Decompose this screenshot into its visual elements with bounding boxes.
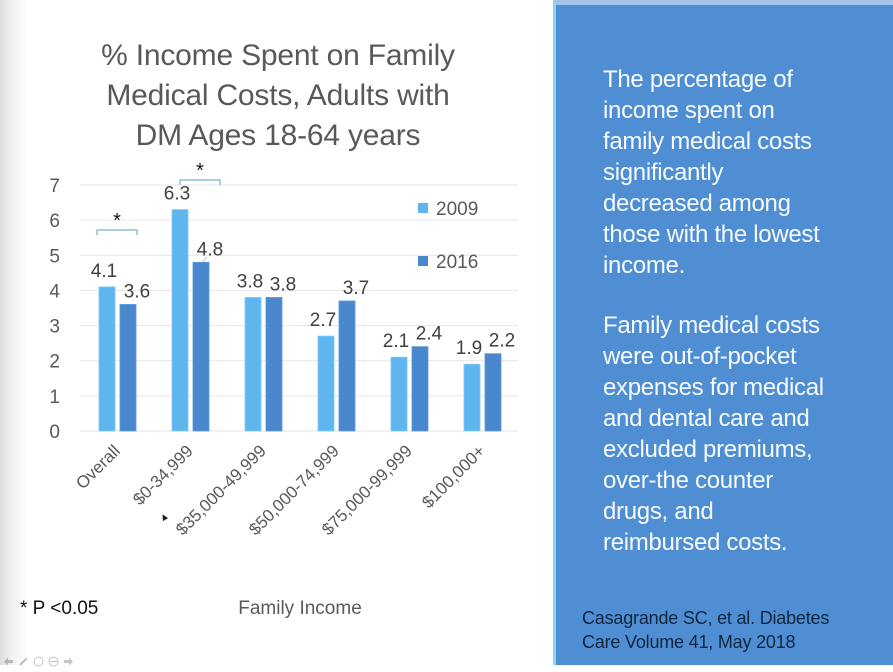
menu-icon[interactable] [48, 654, 59, 666]
summary-line: reimbursed costs. [603, 529, 788, 556]
legend-label: 2009 [436, 199, 478, 220]
y-tick-label: 2 [49, 352, 60, 373]
y-tick-label: 1 [49, 387, 60, 408]
summary-paragraph-2: Family medical costs were out-of-pocket … [603, 310, 888, 558]
summary-line: decreased among [603, 190, 791, 217]
data-label: 4.8 [197, 239, 223, 260]
data-label: 2.7 [310, 310, 336, 331]
summary-line: drugs, and [603, 498, 714, 525]
data-label: 4.1 [91, 261, 117, 282]
y-tick-label: 3 [49, 317, 60, 338]
data-label: 2.4 [416, 324, 443, 345]
label-leader-line [202, 256, 208, 263]
bar-2009-5 [463, 363, 481, 432]
y-tick-label: 6 [49, 211, 60, 232]
summary-line: those with the lowest [603, 221, 820, 248]
citation: Casagrande SC, et al. Diabetes Care Volu… [582, 606, 829, 654]
significance-bracket [179, 179, 221, 185]
data-label: 3.6 [124, 281, 150, 302]
arrow-right-icon[interactable] [63, 654, 74, 665]
summary-paragraph-1: The percentage of income spent on family… [603, 64, 888, 281]
chart-title-line: DM Ages 18-64 years [135, 119, 421, 152]
bar-2016-5 [484, 353, 502, 432]
bar-2016-0 [119, 304, 137, 432]
pen-icon[interactable] [18, 654, 29, 666]
data-label: 6.3 [164, 184, 190, 205]
legend-swatch-2016 [418, 256, 428, 266]
bar-2016-2 [265, 297, 283, 432]
data-label: 1.9 [456, 338, 482, 359]
slide-edge-shadow [0, 0, 28, 665]
data-label: 3.8 [270, 274, 296, 295]
bar-2009-0 [98, 286, 116, 432]
significance-star: * [196, 160, 204, 182]
chart-title: % Income Spent on Family Medical Costs, … [38, 36, 518, 156]
bar-2016-1 [192, 261, 210, 432]
chart-title-line: % Income Spent on Family [101, 39, 455, 72]
y-tick-label: 7 [49, 176, 60, 197]
significance-star: * [113, 210, 121, 232]
y-tick-label: 5 [49, 246, 60, 267]
citation-line: Casagrande SC, et al. Diabetes [582, 608, 830, 628]
slideshow-toolbar [3, 653, 74, 666]
citation-line: Care Volume 41, May 2018 [582, 632, 796, 652]
panel-top-strip [556, 0, 893, 5]
summary-line: over-the counter [603, 467, 773, 494]
bar-2009-2 [244, 297, 262, 432]
legend-label: 2016 [436, 252, 478, 273]
summary-line: Family medical costs [603, 312, 820, 339]
x-tick-label: $0-34,999 [129, 441, 197, 509]
data-label: 2.1 [383, 331, 409, 352]
arrow-left-icon[interactable] [3, 654, 14, 665]
data-label: 2.2 [489, 331, 515, 352]
y-tick-label: 0 [49, 422, 60, 443]
chart-title-line: Medical Costs, Adults with [106, 79, 450, 112]
data-label: 3.7 [343, 278, 369, 299]
bar-chart: 0 1 2 3 4 5 6 7 4.1 6.3 3.8 2.7 2.1 1.9 3.6 4.8 3.8 3.7 2.… [49, 160, 518, 539]
bar-2009-3 [317, 335, 335, 432]
bar-2009-1 [171, 209, 189, 432]
y-tick-label: 4 [49, 281, 60, 302]
summary-line: The percentage of [603, 66, 793, 93]
summary-line: excluded premiums, [603, 436, 813, 463]
x-tick-label: Overall [72, 441, 124, 493]
summary-line: income spent on [603, 97, 775, 124]
zoom-icon[interactable] [33, 654, 44, 666]
summary-line: and dental care and [603, 405, 810, 432]
legend-swatch-2009 [418, 203, 428, 213]
x-axis-title: Family Income [238, 598, 362, 619]
summary-line: expenses for medical [603, 374, 824, 401]
summary-line: were out-of-pocket [603, 343, 797, 370]
summary-line: income. [603, 252, 685, 279]
summary-line: significantly [603, 159, 724, 186]
x-tick-label: $100,000+ [418, 441, 489, 512]
summary-panel: The percentage of income spent on family… [553, 0, 893, 665]
data-label: 3.8 [237, 271, 263, 292]
bar-2009-4 [390, 356, 408, 432]
significance-footnote: * P <0.05 [20, 598, 99, 619]
summary-line: family medical costs [603, 128, 812, 155]
bar-2016-3 [338, 300, 356, 432]
significance-bracket [96, 229, 138, 235]
bar-2016-4 [411, 346, 429, 432]
